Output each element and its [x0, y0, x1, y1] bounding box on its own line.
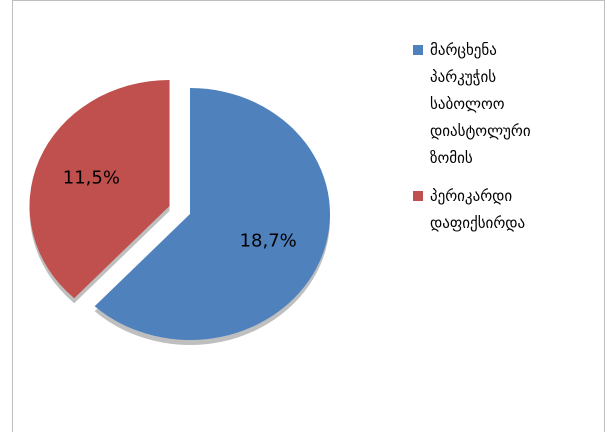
legend-swatch: [413, 191, 423, 201]
data-label: 11,5%: [63, 167, 120, 188]
legend-label: მარცხენა პარკუჭის საბოლოო დიასტოლური ზომის: [430, 41, 531, 167]
pie-slice: [29, 79, 170, 299]
legend-swatch: [413, 45, 423, 55]
data-label: 18,7%: [240, 231, 297, 252]
pie-slice: [94, 88, 330, 340]
legend-label: პერიკარდი დაფიქსირდა: [430, 187, 525, 232]
